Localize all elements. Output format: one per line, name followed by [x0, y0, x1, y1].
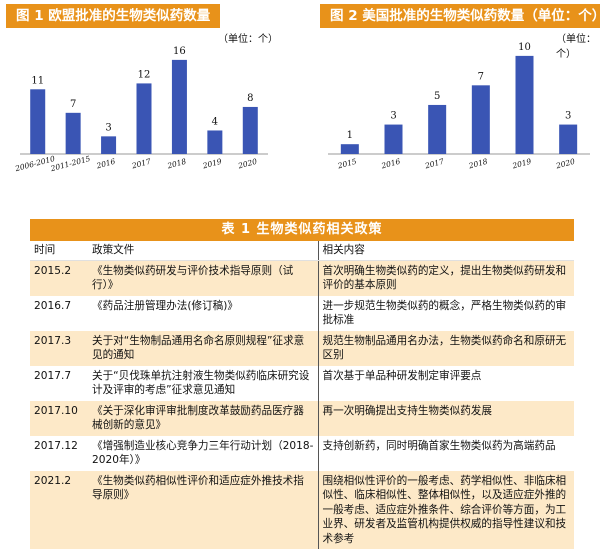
cell-content: 围绕相似性评价的一般考虑、药学相似性、非临床相似性、临床相似性、整体相似性，以及…: [318, 471, 574, 549]
bar-value-label: 3: [390, 111, 396, 122]
table-row: 2017.7 关于“贝伐珠单抗注射液生物类似药临床研究设计及评审的考虑”征求意见…: [30, 366, 574, 401]
cell-time: 2021.2: [30, 471, 88, 549]
bar-value-label: 5: [434, 91, 440, 102]
cell-time: 2015.2: [30, 260, 88, 296]
table-row: 2017.3 关于对“生物制品通用名命名原则规程”征求意见的通知 规范生物制品通…: [30, 331, 574, 366]
table-row: 2016.7 《药品注册管理办法(修订稿)》 进一步规范生物类似药的概念，严格生…: [30, 296, 574, 331]
bar: [428, 105, 446, 154]
bar: [137, 83, 152, 154]
x-tick-label: 2017: [423, 157, 445, 171]
policy-table: 时间 政策文件 相关内容 2015.2 《生物类似药研发与评价技术指导原则（试行…: [30, 241, 574, 549]
bar: [66, 113, 81, 154]
us-bar-plot: 1 2015 3 2016 5 2017 7 2018 10 2019 3 2020: [320, 36, 600, 184]
bar: [341, 144, 359, 154]
cell-time: 2017.12: [30, 436, 88, 471]
bar: [243, 107, 258, 154]
bar-value-label: 3: [565, 111, 571, 122]
header-document: 政策文件: [88, 241, 318, 260]
table-title: 表 1 生物类似药相关政策: [30, 219, 574, 241]
bar-value-label: 12: [138, 69, 151, 80]
cell-time: 2017.10: [30, 401, 88, 436]
bar: [30, 89, 45, 154]
cell-content: 规范生物制品通用名办法，生物类似药命名和原研无区别: [318, 331, 574, 366]
cell-time: 2016.7: [30, 296, 88, 331]
bar: [207, 130, 222, 154]
bar: [559, 125, 577, 154]
bar-value-label: 4: [212, 116, 218, 127]
x-tick-label: 2017: [130, 157, 152, 171]
x-tick-label: 2018: [467, 157, 489, 171]
cell-content: 进一步规范生物类似药的概念，严格生物类似药的审批标准: [318, 296, 574, 331]
cell-document: 《增强制造业核心竞争力三年行动计划（2018-2020年）》: [88, 436, 318, 471]
policy-table-panel: 表 1 生物类似药相关政策 时间 政策文件 相关内容 2015.2 《生物类似药…: [30, 219, 574, 535]
bar-value-label: 16: [173, 46, 186, 57]
bar-value-label: 3: [105, 122, 111, 133]
chart-title: 图 1 欧盟批准的生物类似药数量: [6, 4, 220, 28]
x-tick-label: 2019: [201, 157, 223, 171]
bar-value-label: 10: [518, 42, 531, 53]
table-row: 2017.10 《关于深化审评审批制度改革鼓励药品医疗器械创新的意见》 再一次明…: [30, 401, 574, 436]
cell-document: 《关于深化审评审批制度改革鼓励药品医疗器械创新的意见》: [88, 401, 318, 436]
eu-bar-plot: 112006-201072011-20153201612201716201842…: [6, 36, 282, 184]
table-row: 2017.12 《增强制造业核心竞争力三年行动计划（2018-2020年）》 支…: [30, 436, 574, 471]
x-tick-label: 2020: [236, 157, 258, 171]
bar-value-label: 7: [70, 99, 76, 110]
bar: [472, 85, 490, 154]
x-tick-label: 2018: [165, 157, 187, 171]
x-tick-label: 2020: [554, 157, 576, 171]
cell-document: 关于对“生物制品通用名命名原则规程”征求意见的通知: [88, 331, 318, 366]
cell-document: 关于“贝伐珠单抗注射液生物类似药临床研究设计及评审的考虑”征求意见通知: [88, 366, 318, 401]
bar-value-label: 1: [347, 130, 353, 141]
x-tick-label: 2019: [511, 157, 533, 171]
cell-document: 《生物类似药研发与评价技术指导原则（试行）》: [88, 260, 318, 296]
cell-time: 2017.3: [30, 331, 88, 366]
x-tick-label: 2016: [380, 157, 402, 171]
x-tick-label: 2016: [95, 157, 117, 171]
cell-content: 首次基于单品种研发制定审评要点: [318, 366, 574, 401]
bar: [172, 60, 187, 154]
header-time: 时间: [30, 241, 88, 260]
bar: [516, 56, 534, 154]
cell-time: 2017.7: [30, 366, 88, 401]
bar-value-label: 8: [247, 93, 253, 104]
cell-content: 支持创新药，同时明确首家生物类似药为高端药品: [318, 436, 574, 471]
cell-content: 首次明确生物类似药的定义，提出生物类似药研发和评价的基本原则: [318, 260, 574, 296]
bar: [101, 136, 116, 154]
bar-value-label: 7: [478, 71, 484, 82]
bar-value-label: 11: [31, 75, 44, 86]
x-tick-label: 2011-2015: [49, 154, 92, 174]
table-row: 2015.2 《生物类似药研发与评价技术指导原则（试行）》 首次明确生物类似药的…: [30, 260, 574, 296]
chart-title: 图 2 美国批准的生物类似药数量（单位：个）: [320, 4, 600, 28]
header-content: 相关内容: [318, 241, 574, 260]
bar: [385, 125, 403, 154]
cell-document: 《生物类似药相似性评价和适应症外推技术指导原则》: [88, 471, 318, 549]
table-row: 2021.2 《生物类似药相似性评价和适应症外推技术指导原则》 围绕相似性评价的…: [30, 471, 574, 549]
cell-content: 再一次明确提出支持生物类似药发展: [318, 401, 574, 436]
table-header-row: 时间 政策文件 相关内容: [30, 241, 574, 260]
cell-document: 《药品注册管理办法(修订稿)》: [88, 296, 318, 331]
x-tick-label: 2015: [336, 157, 358, 171]
